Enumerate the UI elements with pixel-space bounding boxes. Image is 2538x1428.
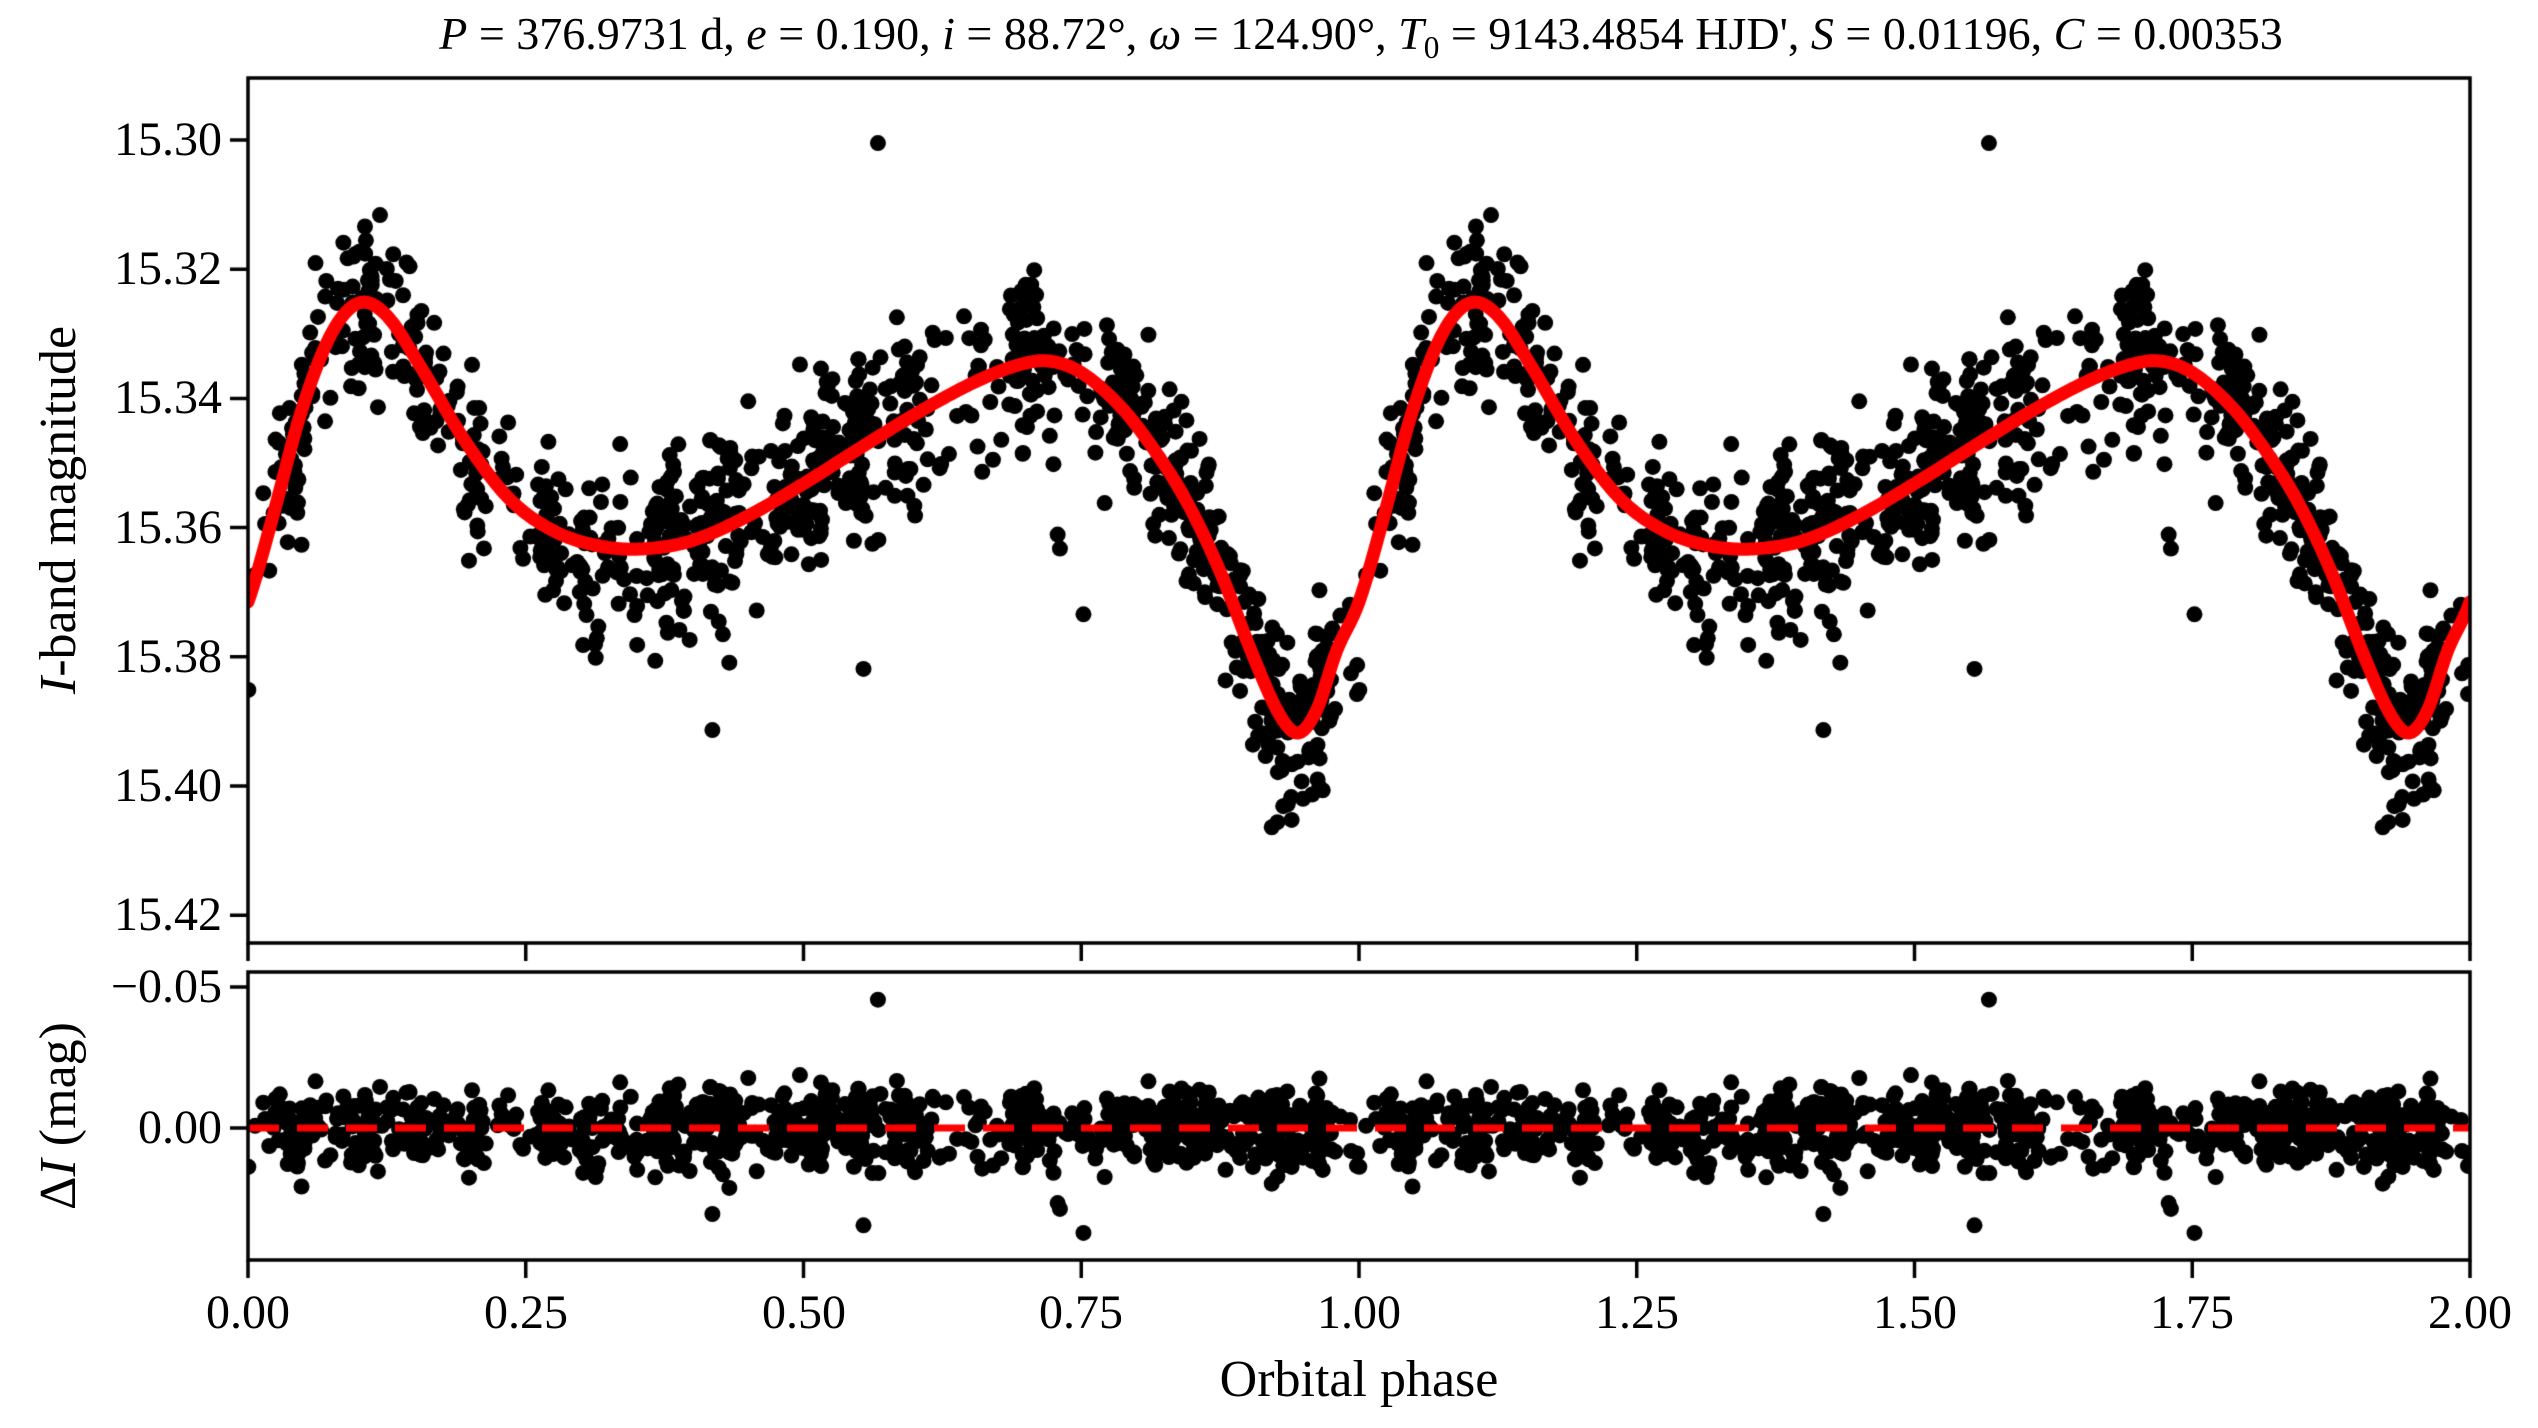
y-tick-label: 15.34 bbox=[114, 371, 222, 424]
y-tick-label: 15.32 bbox=[114, 242, 222, 295]
ylabel-delta: Δ bbox=[30, 1176, 87, 1210]
x-tick-label: 1.50 bbox=[1873, 1286, 1957, 1339]
y-tick-label: 15.36 bbox=[114, 501, 222, 554]
y-tick-label: −0.05 bbox=[110, 960, 222, 1013]
ylabel-italic-I: I bbox=[30, 1159, 87, 1177]
plot-title: P = 376.9731 d, e = 0.190, i = 88.72°, ω… bbox=[439, 8, 2283, 65]
y-tick-label: 15.40 bbox=[114, 759, 222, 812]
y-tick-label: 0.00 bbox=[138, 1101, 222, 1154]
x-tick-label: 0.00 bbox=[206, 1286, 290, 1339]
ylabel-rest: -band magnitude bbox=[30, 325, 87, 677]
x-tick-label: 1.25 bbox=[1595, 1286, 1679, 1339]
y-tick-label: 15.42 bbox=[114, 888, 222, 941]
x-tick-label: 1.75 bbox=[2150, 1286, 2234, 1339]
ylabel-italic-I: I bbox=[30, 676, 87, 695]
x-tick-label: 0.50 bbox=[762, 1286, 846, 1339]
x-tick-label: 0.25 bbox=[484, 1286, 568, 1339]
y-tick-label: 15.38 bbox=[114, 630, 222, 683]
x-axis-label: Orbital phase bbox=[1219, 1351, 1499, 1408]
x-tick-label: 1.00 bbox=[1317, 1286, 1401, 1339]
y-tick-label: 15.30 bbox=[114, 113, 222, 166]
x-tick-label: 0.75 bbox=[1039, 1286, 1123, 1339]
x-tick-label: 2.00 bbox=[2428, 1286, 2512, 1339]
ylabel-rest: (mag) bbox=[30, 1022, 87, 1160]
